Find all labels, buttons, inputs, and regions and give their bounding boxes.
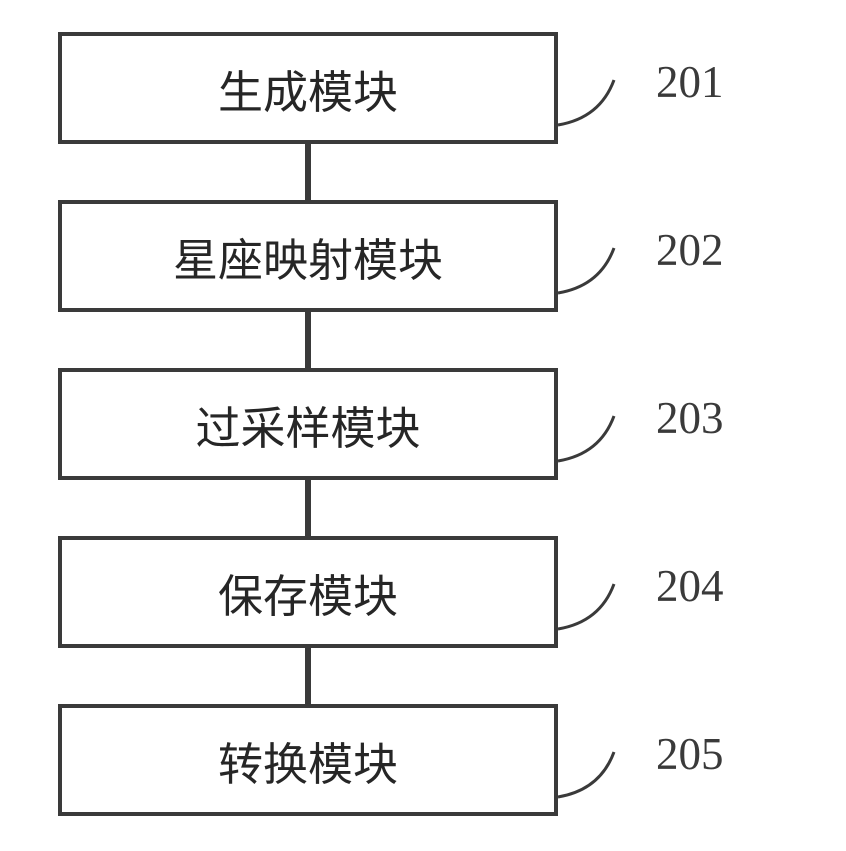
node-tag: 201 [656,56,724,108]
node-tag: 202 [656,224,724,276]
flowchart-canvas: 生成模块 星座映射模块 过采样模块 保存模块 转换模块 201 202 203 … [0,0,846,851]
node-tag: 204 [656,560,724,612]
node-tag: 203 [656,392,724,444]
node-tag: 205 [656,728,724,780]
